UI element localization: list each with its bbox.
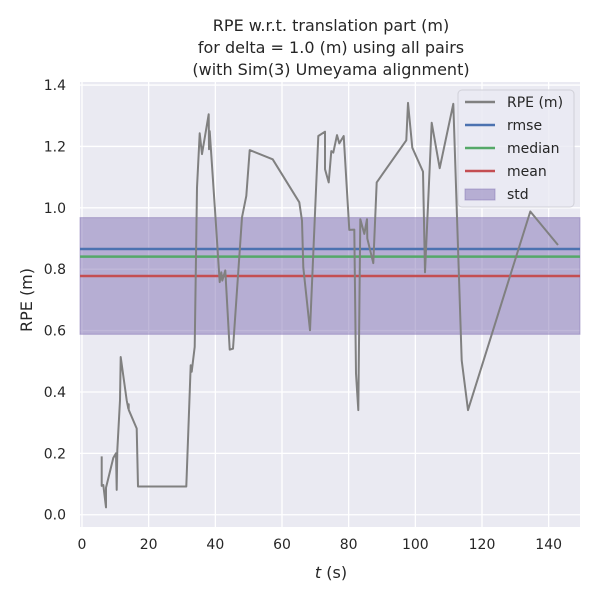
x-tick-label: 100	[402, 537, 429, 553]
x-tick-label: 40	[206, 537, 224, 553]
y-tick-label: 1.0	[44, 201, 66, 217]
y-tick-label: 0.6	[44, 324, 66, 340]
legend-box	[457, 89, 575, 208]
x-tick-label: 0	[78, 537, 87, 553]
legend-label: RPE (m)	[507, 95, 563, 111]
y-tick-label: 0.4	[44, 385, 66, 401]
x-axis-label-unit: (s)	[321, 563, 347, 582]
y-tick-label: 1.2	[44, 139, 66, 155]
x-tick-label: 120	[469, 537, 496, 553]
x-tick-label: 140	[535, 537, 562, 553]
rpe-series-line	[100, 101, 559, 509]
legend-label: rmse	[507, 118, 542, 134]
x-tick-label: 60	[273, 537, 291, 553]
x-axis-label-var: t	[315, 563, 322, 582]
chart-title-line-2: for delta = 1.0 (m) using all pairs	[198, 38, 464, 57]
stat-lines	[80, 247, 580, 278]
legend: RPE (m) rmse median mean std	[457, 89, 575, 208]
y-tick-label: 0.0	[44, 508, 66, 524]
ticks: 0 20 40 60 80 100 120 140 0.0 0.2 0.4 0.6 0.8 1.0 1.2 1…	[44, 78, 562, 553]
y-tick-label: 0.2	[44, 446, 66, 462]
x-tick-label: 20	[140, 537, 158, 553]
y-tick-label: 1.4	[44, 78, 66, 94]
y-axis-label: RPE (m)	[17, 268, 36, 332]
y-tick-label: 0.8	[44, 262, 66, 278]
legend-label: median	[507, 141, 559, 157]
chart-title-line-1: RPE w.r.t. translation part (m)	[213, 16, 449, 35]
series-group	[100, 101, 559, 509]
x-axis-label: t (s)	[315, 563, 347, 582]
legend-swatch-std	[464, 188, 496, 201]
legend-label: mean	[507, 164, 547, 180]
chart-title-line-3: (with Sim(3) Umeyama alignment)	[192, 60, 469, 79]
x-tick-label: 80	[340, 537, 358, 553]
legend-label: std	[507, 187, 529, 203]
